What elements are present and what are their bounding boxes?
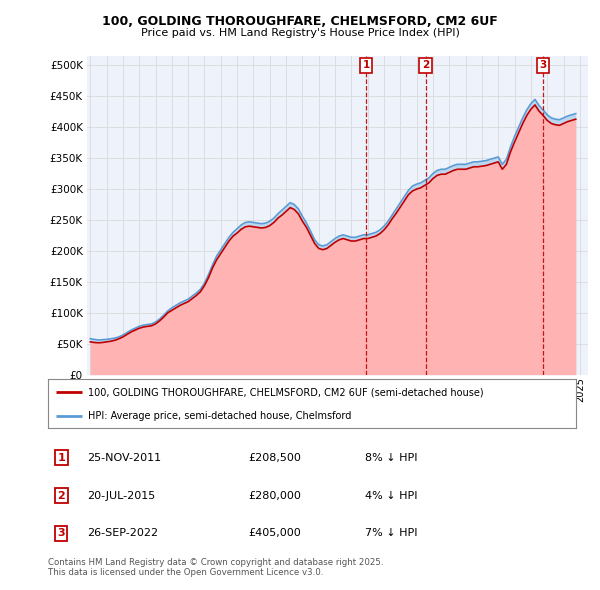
Text: 25-NOV-2011: 25-NOV-2011 [88,453,162,463]
Text: Contains HM Land Registry data © Crown copyright and database right 2025.
This d: Contains HM Land Registry data © Crown c… [48,558,383,577]
Text: 3: 3 [58,529,65,538]
Text: 7% ↓ HPI: 7% ↓ HPI [365,529,418,538]
Text: HPI: Average price, semi-detached house, Chelmsford: HPI: Average price, semi-detached house,… [88,411,351,421]
Text: 100, GOLDING THOROUGHFARE, CHELMSFORD, CM2 6UF (semi-detached house): 100, GOLDING THOROUGHFARE, CHELMSFORD, C… [88,388,483,398]
Text: 26-SEP-2022: 26-SEP-2022 [88,529,159,538]
Text: 4% ↓ HPI: 4% ↓ HPI [365,491,418,500]
Text: £280,000: £280,000 [248,491,302,500]
Text: 3: 3 [539,60,547,70]
Text: Price paid vs. HM Land Registry's House Price Index (HPI): Price paid vs. HM Land Registry's House … [140,28,460,38]
Text: 2: 2 [58,491,65,500]
Text: 1: 1 [362,60,370,70]
Text: 2: 2 [422,60,429,70]
Text: £208,500: £208,500 [248,453,302,463]
Text: 1: 1 [58,453,65,463]
Text: 20-JUL-2015: 20-JUL-2015 [88,491,156,500]
Text: £405,000: £405,000 [248,529,301,538]
Text: 8% ↓ HPI: 8% ↓ HPI [365,453,418,463]
Text: 100, GOLDING THOROUGHFARE, CHELMSFORD, CM2 6UF: 100, GOLDING THOROUGHFARE, CHELMSFORD, C… [102,15,498,28]
